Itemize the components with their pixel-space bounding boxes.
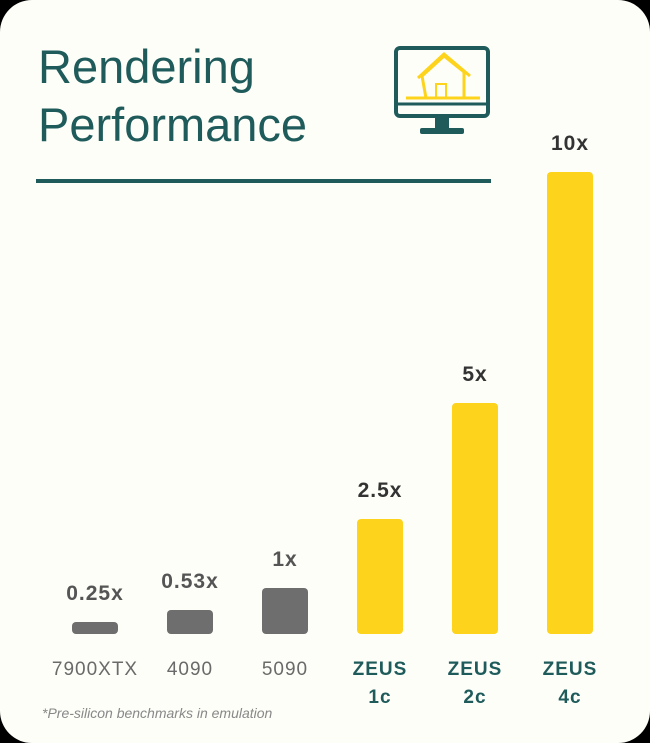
chart-title: Rendering Performance: [38, 40, 308, 151]
value-label: 10x: [550, 132, 590, 155]
value-label: 1x: [272, 547, 298, 571]
bar: [547, 172, 593, 634]
bar: [357, 518, 403, 634]
value-label: 0.25x: [66, 582, 124, 606]
x-tick-label: ZEUS 4c: [542, 659, 598, 708]
value-label: 0.53x: [161, 569, 219, 593]
bar: [72, 622, 118, 634]
title-rule: [36, 179, 491, 183]
bar: [167, 609, 213, 634]
x-tick-label: 7900XTX: [51, 659, 139, 680]
value-label: 2.5x: [357, 478, 403, 502]
x-tick-label: 5090: [261, 659, 309, 680]
x-tick-label: 4090: [166, 659, 214, 680]
bar: [452, 403, 498, 634]
x-tick-label: ZEUS 2c: [447, 659, 503, 708]
monitor-icon: [394, 46, 490, 134]
footnote: *Pre-silicon benchmarks in emulation: [42, 705, 273, 721]
x-tick-label: ZEUS 1c: [352, 659, 408, 708]
bar: [262, 587, 308, 634]
value-label: 5x: [462, 363, 488, 386]
